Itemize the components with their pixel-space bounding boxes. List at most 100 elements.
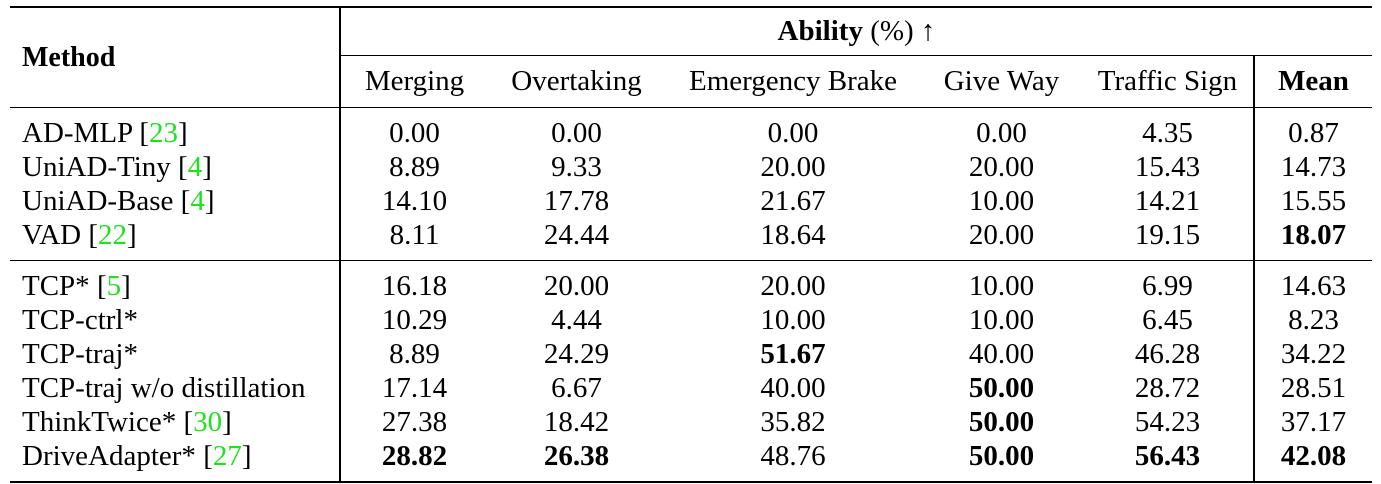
value-cell-overtaking: 24.29 <box>543 337 610 370</box>
column-header-merging: Merging <box>339 55 488 108</box>
value-cell-overtaking: 0.00 <box>551 116 602 149</box>
value-cell-merging: 17.14 <box>339 371 488 405</box>
citation-link[interactable]: 22 <box>98 218 128 251</box>
column-header-emergency-brake: Emergency Brake <box>688 65 897 97</box>
column-header-give-way: Give Way <box>943 65 1060 97</box>
table-row: UniAD-Tiny [4] 8.89 9.33 20.00 20.00 15.43 14.… <box>10 150 1372 184</box>
table-row: TCP* [5] 16.18 20.00 20.00 10.00 6.99 14.63 <box>10 260 1372 303</box>
value-cell-emergency-brake: 20.00 <box>760 150 826 183</box>
column-header-overtaking: Overtaking <box>511 65 642 97</box>
method-name: ThinkTwice* [30] <box>22 405 232 438</box>
value-cell-traffic-sign: 28.72 <box>1134 371 1201 404</box>
value-cell-overtaking: 20.00 <box>543 269 610 302</box>
value-cell-mean: 14.63 <box>1253 260 1372 303</box>
value-cell-traffic-sign: 54.23 <box>1134 405 1201 438</box>
value-cell-emergency-brake: 35.82 <box>760 405 826 438</box>
citation-link[interactable]: 23 <box>149 116 179 149</box>
column-header-mean: Mean <box>1253 55 1372 108</box>
method-name: VAD [22] <box>22 218 137 251</box>
value-cell-emergency-brake: 51.67 <box>760 337 826 370</box>
value-cell-mean: 42.08 <box>1253 439 1372 482</box>
value-cell-emergency-brake: 40.00 <box>760 371 826 404</box>
value-cell-overtaking: 26.38 <box>543 439 610 472</box>
value-cell-overtaking: 6.67 <box>551 371 602 404</box>
value-cell-emergency-brake: 20.00 <box>760 269 826 302</box>
ability-group-header: Ability (%) ↑ <box>339 7 1372 56</box>
method-name: TCP-traj* <box>10 337 340 371</box>
method-name: DriveAdapter* [27] <box>22 439 252 472</box>
value-cell-traffic-sign: 14.21 <box>1134 184 1201 217</box>
value-cell-merging: 0.00 <box>339 107 488 150</box>
ability-label: Ability <box>777 15 863 47</box>
method-name: TCP* [5] <box>22 269 131 302</box>
method-header: Method <box>22 41 116 73</box>
table-row: ThinkTwice* [30] 27.38 18.42 35.82 50.00 54.2… <box>10 405 1372 439</box>
value-cell-give-way: 50.00 <box>968 371 1035 404</box>
value-cell-give-way: 10.00 <box>968 184 1035 217</box>
value-cell-give-way: 10.00 <box>968 269 1035 302</box>
method-label: TCP-ctrl* <box>22 303 138 336</box>
citation-link[interactable]: 30 <box>193 405 223 438</box>
value-cell-give-way: 10.00 <box>968 303 1035 336</box>
citation-link[interactable]: 4 <box>190 184 205 217</box>
method-label: DriveAdapter* <box>22 439 196 472</box>
value-cell-merging: 10.29 <box>339 303 488 337</box>
value-cell-emergency-brake: 0.00 <box>767 116 819 149</box>
table-body: AD-MLP [23] 0.00 0.00 0.00 0.00 4.35 0.87 UniAD… <box>10 107 1372 482</box>
method-label: VAD <box>22 218 82 251</box>
method-label: UniAD-Base <box>22 184 174 217</box>
value-cell-mean: 18.07 <box>1253 218 1372 261</box>
value-cell-overtaking: 4.44 <box>551 303 602 336</box>
value-cell-give-way: 50.00 <box>968 439 1035 472</box>
value-cell-give-way: 50.00 <box>968 405 1035 438</box>
method-name: TCP-ctrl* <box>10 303 340 337</box>
value-cell-emergency-brake: 10.00 <box>760 303 826 336</box>
method-label: UniAD-Tiny <box>22 150 171 183</box>
method-label: TCP-traj w/o distillation <box>22 371 306 404</box>
method-label: TCP-traj* <box>22 337 138 370</box>
value-cell-give-way: 20.00 <box>968 218 1035 251</box>
value-cell-merging: 28.82 <box>339 439 488 482</box>
value-cell-mean: 34.22 <box>1253 337 1372 371</box>
column-header-row: Merging Overtaking Emergency Brake Give Way… <box>10 55 1372 108</box>
value-cell-overtaking: 9.33 <box>551 150 602 183</box>
value-cell-give-way: 0.00 <box>976 116 1027 149</box>
value-cell-mean: 15.55 <box>1253 184 1372 218</box>
table-row: UniAD-Base [4] 14.10 17.78 21.67 10.00 14.21 1… <box>10 184 1372 218</box>
table-row: VAD [22] 8.11 24.44 18.64 20.00 19.15 18.07 <box>10 218 1372 261</box>
value-cell-give-way: 20.00 <box>968 150 1035 183</box>
value-cell-emergency-brake: 18.64 <box>760 218 826 251</box>
value-cell-traffic-sign: 19.15 <box>1134 218 1201 251</box>
value-cell-merging: 8.89 <box>339 337 488 371</box>
value-cell-mean: 28.51 <box>1253 371 1372 405</box>
value-cell-emergency-brake: 21.67 <box>760 184 826 217</box>
value-cell-traffic-sign: 6.45 <box>1142 303 1193 336</box>
value-cell-merging: 8.89 <box>339 150 488 184</box>
table-row: TCP-traj w/o distillation 17.14 6.67 40.00 5… <box>10 371 1372 405</box>
method-label: AD-MLP <box>22 116 133 149</box>
ability-results-table: Method Ability (%) ↑ Merging Overtaking Em… <box>10 6 1372 483</box>
method-label: TCP* <box>22 269 90 302</box>
citation-link[interactable]: 5 <box>106 269 122 302</box>
ability-unit: (%) ↑ <box>870 15 936 47</box>
value-cell-traffic-sign: 6.99 <box>1142 269 1193 302</box>
citation-link[interactable]: 4 <box>187 150 203 183</box>
value-cell-merging: 8.11 <box>339 218 488 261</box>
value-cell-give-way: 40.00 <box>968 337 1035 370</box>
value-cell-overtaking: 24.44 <box>543 218 610 251</box>
value-cell-traffic-sign: 56.43 <box>1134 439 1201 472</box>
table-header: Method Ability (%) ↑ Merging Overtaking Em… <box>10 7 1372 108</box>
value-cell-traffic-sign: 4.35 <box>1142 116 1193 149</box>
method-name: UniAD-Tiny [4] <box>22 150 212 183</box>
table-row: TCP-traj* 8.89 24.29 51.67 40.00 46.28 34.22 <box>10 337 1372 371</box>
value-cell-traffic-sign: 15.43 <box>1134 150 1201 183</box>
citation-link[interactable]: 27 <box>212 439 242 472</box>
table-row: AD-MLP [23] 0.00 0.00 0.00 0.00 4.35 0.87 <box>10 107 1372 150</box>
value-cell-mean: 37.17 <box>1253 405 1372 439</box>
table-row: DriveAdapter* [27] 28.82 26.38 48.76 50.00 56… <box>10 439 1372 482</box>
method-name: UniAD-Base [4] <box>22 184 215 217</box>
value-cell-traffic-sign: 46.28 <box>1134 337 1201 370</box>
value-cell-mean: 8.23 <box>1253 303 1372 337</box>
value-cell-merging: 14.10 <box>339 184 488 218</box>
